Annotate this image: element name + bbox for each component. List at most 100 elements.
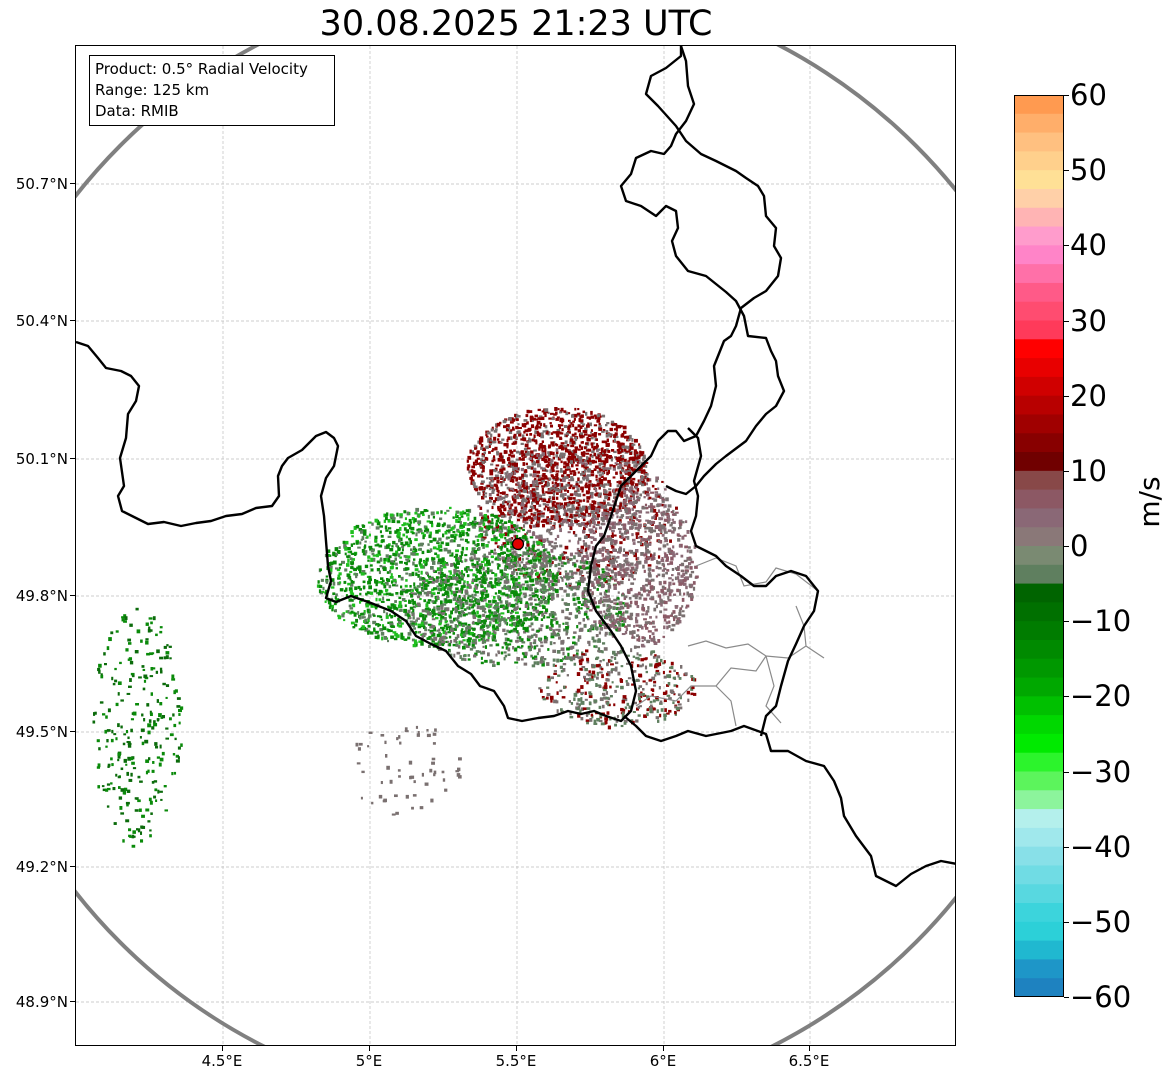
map-title: 30.08.2025 21:23 UTC bbox=[319, 4, 713, 44]
echo-pixel bbox=[588, 628, 591, 632]
echo-pixel bbox=[385, 516, 388, 520]
echo-pixel bbox=[619, 442, 624, 446]
echo-pixel bbox=[536, 603, 541, 606]
echo-pixel bbox=[552, 618, 557, 621]
echo-pixel bbox=[582, 459, 586, 463]
echo-pixel bbox=[427, 623, 432, 626]
echo-pixel bbox=[505, 428, 509, 432]
echo-pixel bbox=[507, 594, 512, 598]
echo-pixel bbox=[592, 537, 597, 542]
echo-pixel bbox=[585, 452, 590, 455]
echo-pixel bbox=[531, 548, 535, 552]
echo-pixel bbox=[522, 534, 527, 538]
echo-pixel bbox=[629, 612, 634, 617]
echo-pixel bbox=[489, 497, 493, 500]
echo-pixel bbox=[629, 442, 634, 446]
echo-pixel bbox=[523, 575, 527, 579]
echo-pixel bbox=[441, 586, 444, 591]
echo-pixel bbox=[656, 591, 660, 594]
echo-pixel bbox=[415, 507, 420, 512]
echo-pixel bbox=[631, 438, 634, 442]
echo-pixel bbox=[475, 575, 478, 578]
echo-pixel bbox=[393, 579, 397, 582]
echo-pixel bbox=[559, 454, 563, 459]
echo-pixel bbox=[536, 594, 539, 598]
echo-pixel bbox=[564, 502, 568, 506]
echo-pixel bbox=[621, 593, 625, 597]
echo-pixel bbox=[519, 638, 522, 643]
echo-pixel bbox=[528, 594, 532, 597]
echo-pixel bbox=[501, 460, 506, 464]
echo-pixel bbox=[558, 478, 561, 481]
echo-pixel bbox=[393, 613, 397, 618]
echo-pixel bbox=[398, 600, 402, 605]
echo-pixel bbox=[532, 524, 536, 528]
echo-pixel bbox=[499, 421, 502, 425]
echo-pixel bbox=[574, 514, 579, 517]
echo-pixel bbox=[524, 429, 529, 433]
echo-pixel bbox=[590, 483, 594, 487]
echo-pixel bbox=[532, 490, 537, 494]
echo-pixel bbox=[520, 467, 525, 472]
echo-pixel bbox=[332, 581, 336, 586]
echo-pixel bbox=[523, 486, 527, 490]
echo-pixel bbox=[438, 582, 441, 587]
echo-pixel bbox=[568, 612, 573, 616]
echo-pixel bbox=[608, 606, 613, 609]
echo-pixel bbox=[657, 524, 660, 529]
echo-pixel bbox=[468, 508, 472, 513]
echo-pixel bbox=[467, 464, 471, 468]
echo-pixel bbox=[563, 425, 568, 429]
echo-pixel bbox=[488, 609, 492, 613]
echo-pixel bbox=[494, 557, 499, 561]
echo-pixel bbox=[614, 423, 617, 426]
echo-pixel bbox=[504, 632, 508, 636]
echo-pixel bbox=[447, 631, 452, 634]
echo-pixel bbox=[492, 664, 496, 667]
echo-pixel bbox=[480, 458, 484, 462]
echo-pixel bbox=[478, 486, 482, 489]
echo-pixel bbox=[482, 637, 486, 641]
echo-pixel bbox=[512, 441, 515, 444]
echo-pixel bbox=[433, 570, 438, 573]
echo-pixel bbox=[493, 552, 497, 555]
echo-pixel bbox=[417, 626, 422, 629]
echo-pixel bbox=[503, 651, 507, 654]
echo-pixel bbox=[487, 652, 490, 657]
echo-pixel bbox=[470, 474, 473, 477]
echo-pixel bbox=[610, 420, 615, 424]
echo-pixel bbox=[645, 511, 650, 514]
echo-pixel bbox=[364, 552, 367, 556]
echo-pixel bbox=[556, 534, 560, 539]
echo-pixel bbox=[442, 562, 446, 567]
echo-pixel bbox=[551, 469, 555, 472]
echo-pixel bbox=[528, 457, 533, 461]
echo-pixel bbox=[504, 621, 507, 625]
echo-pixel bbox=[611, 529, 615, 533]
echo-pixel bbox=[504, 605, 507, 609]
echo-pixel bbox=[590, 470, 595, 473]
echo-pixel bbox=[629, 446, 634, 450]
echo-pixel bbox=[595, 478, 598, 481]
echo-pixel bbox=[471, 611, 474, 615]
echo-pixel bbox=[612, 548, 616, 552]
echo-pixel bbox=[385, 592, 389, 596]
echo-pixel bbox=[628, 497, 633, 501]
echo-pixel bbox=[438, 628, 441, 632]
echo-pixel bbox=[602, 603, 606, 607]
echo-pixel bbox=[524, 604, 528, 608]
echo-pixel bbox=[529, 418, 533, 423]
echo-pixel bbox=[547, 491, 551, 495]
echo-pixel bbox=[545, 556, 548, 560]
echo-pixel bbox=[635, 510, 639, 513]
echo-pixel bbox=[454, 533, 458, 537]
echo-pixel bbox=[678, 609, 682, 614]
echo-pixel bbox=[458, 595, 461, 599]
echo-pixel bbox=[636, 565, 639, 569]
echo-pixel bbox=[503, 507, 507, 512]
echo-pixel bbox=[580, 607, 583, 610]
echo-pixel bbox=[496, 528, 499, 532]
echo-pixel bbox=[440, 610, 445, 614]
echo-pixel bbox=[489, 439, 493, 442]
echo-pixel bbox=[400, 576, 404, 581]
